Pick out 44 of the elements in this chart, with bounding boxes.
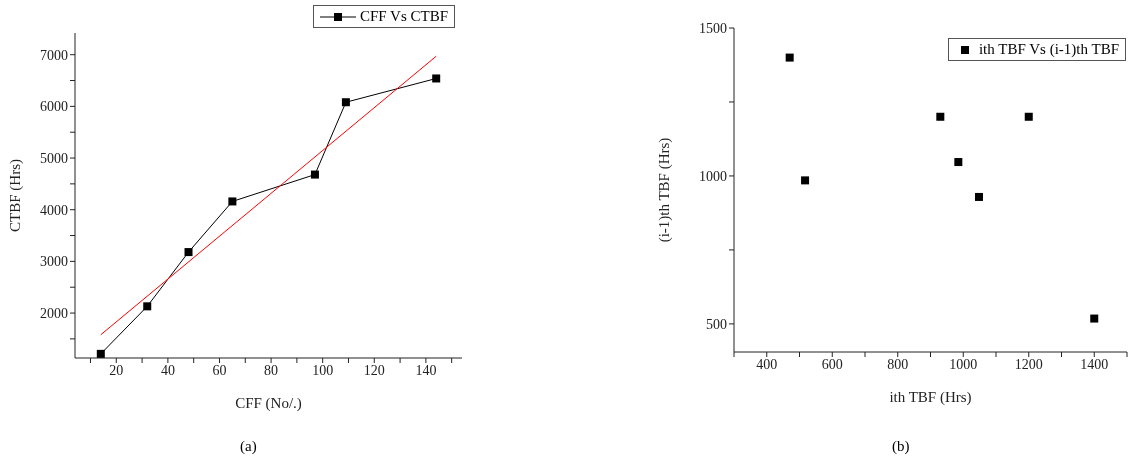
y-tick-label: 2000 — [40, 306, 68, 322]
y-tick-label: 5000 — [40, 151, 68, 167]
x-tick-label: 120 — [363, 362, 385, 378]
point — [954, 158, 963, 167]
x-tick-label: 80 — [264, 362, 279, 378]
x-tick-label: 1000 — [949, 356, 978, 372]
x-tick-label: 600 — [821, 356, 843, 372]
x-tick-label: 400 — [756, 356, 778, 372]
legend-label: ith TBF Vs (i-1)th TBF — [978, 41, 1119, 58]
point — [1024, 112, 1033, 121]
point — [1090, 314, 1099, 323]
y-axis-title: CTBF (Hrs) — [7, 159, 25, 232]
x-tick-label: 60 — [212, 362, 227, 378]
y-tick-label: 3000 — [40, 254, 68, 270]
point — [184, 248, 193, 257]
x-tick-label: 140 — [415, 362, 437, 378]
point — [310, 170, 319, 179]
point — [801, 176, 810, 185]
point — [785, 53, 794, 62]
point — [341, 98, 350, 107]
point — [228, 197, 237, 206]
y-tick-label: 1500 — [699, 20, 727, 36]
x-tick-label: 100 — [312, 362, 334, 378]
x-tick-label: 1400 — [1080, 356, 1109, 372]
point — [143, 302, 152, 311]
x-tick-label: 800 — [887, 356, 909, 372]
y-tick-label: 500 — [706, 316, 727, 332]
legend-label: CFF Vs CTBF — [359, 8, 448, 25]
x-axis-title: CFF (No/.) — [235, 395, 302, 412]
y-tick-label: 7000 — [40, 47, 68, 63]
x-tick-label: 1200 — [1014, 356, 1043, 372]
text: (a) — [240, 438, 257, 455]
x-tick-label: 40 — [160, 362, 175, 378]
point — [936, 112, 945, 121]
y-tick-label: 1000 — [699, 168, 727, 184]
x-tick-label: 20 — [109, 362, 124, 378]
point — [432, 74, 441, 83]
text: (b) — [892, 438, 910, 455]
y-tick-label: 4000 — [40, 202, 68, 218]
point — [96, 349, 105, 358]
y-tick-label: 6000 — [40, 99, 68, 115]
x-axis-title: ith TBF (Hrs) — [889, 389, 972, 406]
point — [974, 192, 983, 201]
y-axis-title: (i-1)th TBF (Hrs) — [656, 137, 674, 243]
